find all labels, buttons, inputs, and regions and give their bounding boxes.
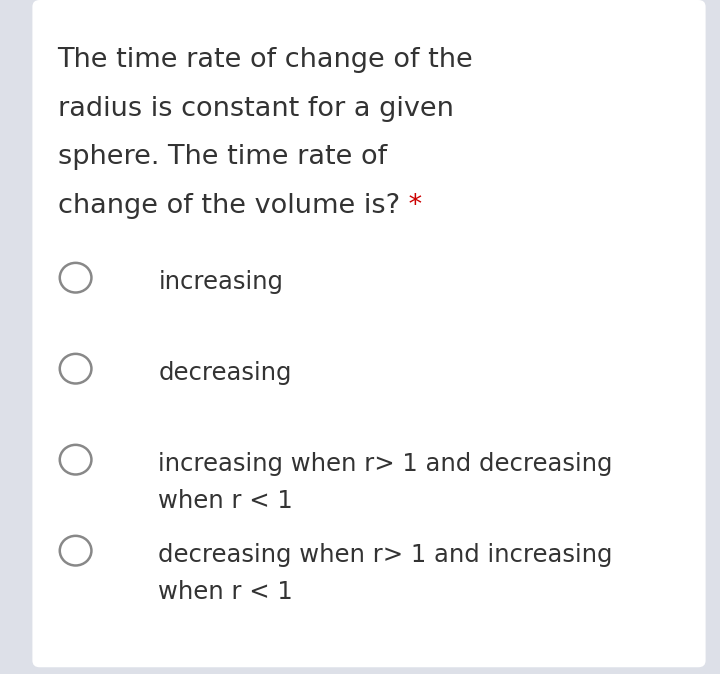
Text: change of the volume is?: change of the volume is? [58,193,400,219]
Circle shape [60,354,91,384]
Text: radius is constant for a given: radius is constant for a given [58,96,454,122]
Text: increasing: increasing [158,270,284,294]
Text: when r < 1: when r < 1 [158,580,293,604]
Text: decreasing when r> 1 and increasing: decreasing when r> 1 and increasing [158,543,613,567]
Text: The time rate of change of the: The time rate of change of the [58,47,473,73]
Circle shape [60,536,91,565]
Text: when r < 1: when r < 1 [158,489,293,513]
Circle shape [60,445,91,474]
Text: *: * [400,193,422,219]
Text: decreasing: decreasing [158,361,292,385]
Circle shape [60,263,91,293]
Text: increasing when r> 1 and decreasing: increasing when r> 1 and decreasing [158,452,613,476]
FancyBboxPatch shape [32,0,706,667]
Text: sphere. The time rate of: sphere. The time rate of [58,144,387,171]
